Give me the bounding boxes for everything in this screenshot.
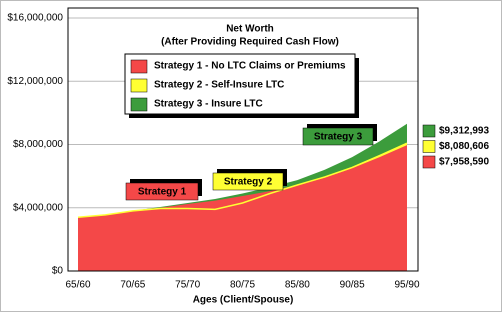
x-tick-label: 80/75 [230,280,255,291]
legend-label: Strategy 1 - No LTC Claims or Premiums [154,61,346,72]
chart-title: Net Worth [226,24,274,35]
x-tick-label: 65/60 [65,280,90,291]
legend-swatch [130,97,148,112]
x-tick-label: 90/85 [340,280,365,291]
plot-border [67,7,419,272]
line [77,142,408,218]
area [78,145,407,271]
callout-label: Strategy 1 [138,187,187,198]
x-axis-title: Ages (Client/Spouse) [193,295,294,306]
legend-label: Strategy 2 - Self-Insure LTC [154,80,284,91]
legend-swatch [130,59,148,74]
value-label-swatch [422,124,436,138]
y-tick-label: $0 [52,266,64,277]
value-label: $9,312,993 [439,126,489,137]
y-tick-label: $16,000,000 [7,13,63,24]
value-label: $7,958,590 [439,157,489,168]
callout-label: Strategy 2 [224,177,273,188]
callout-label: Strategy 3 [314,132,363,143]
x-tick-label: 95/90 [394,280,419,291]
legend-swatch [130,78,148,93]
callout [302,127,374,146]
value-label-swatch [422,155,436,169]
callout [125,182,199,201]
y-tick-label: $4,000,000 [13,202,63,213]
x-tick-label: 85/80 [285,280,310,291]
legend [124,53,356,115]
chart-subtitle: (After Providing Required Cash Flow) [161,37,339,48]
legend-label: Strategy 3 - Insure LTC [154,99,263,110]
y-tick-label: $12,000,000 [7,76,63,87]
plot-area [68,17,418,272]
x-tick-label: 70/65 [120,280,145,291]
y-tick-label: $8,000,000 [13,139,63,150]
value-label-swatch [422,140,436,153]
callout [212,172,284,191]
x-tick-label: 75/70 [175,280,200,291]
value-label: $8,080,606 [439,141,489,152]
